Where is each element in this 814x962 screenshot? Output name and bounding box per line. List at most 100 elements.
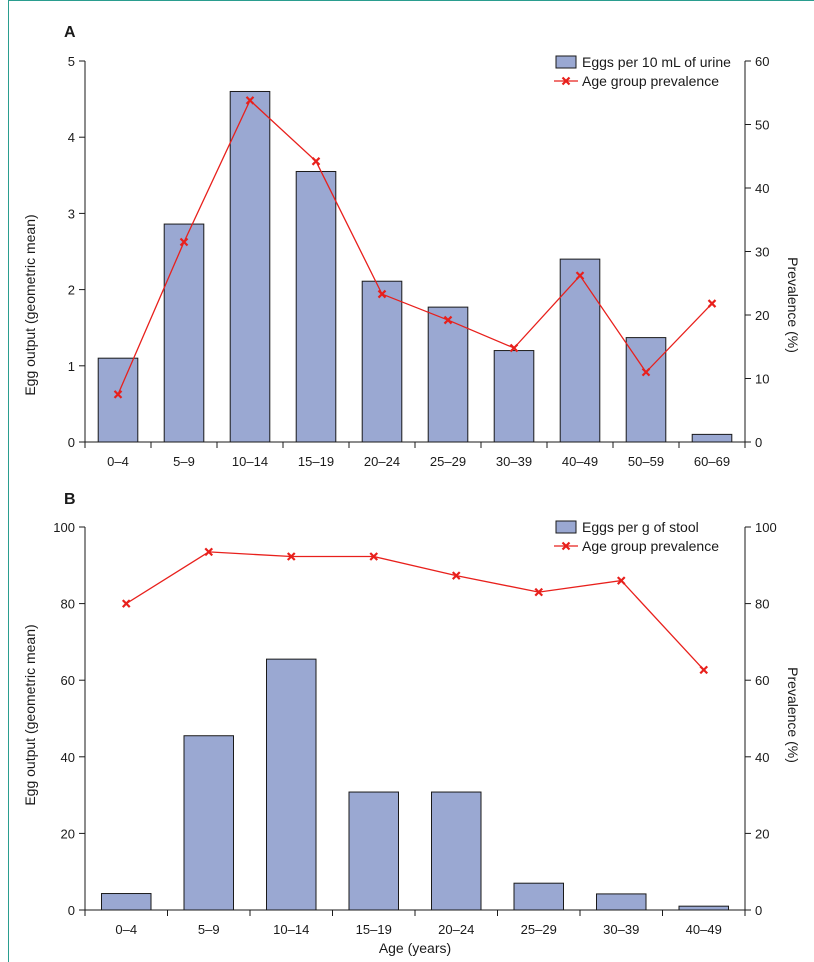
cross-stroke <box>204 547 214 557</box>
panel-b-y2-tick-label: 20 <box>755 826 769 841</box>
panel-b-label: B <box>64 491 76 508</box>
panel-a-legend-bar-label: Eggs per 10 mL of urine <box>582 54 731 70</box>
panel-b-x-tick-label: 25–29 <box>521 922 557 937</box>
panel-a-prevalence-point <box>311 157 321 166</box>
panel-a-y-tick-label: 3 <box>68 206 75 221</box>
panel-a-y-tick-label: 4 <box>68 130 75 145</box>
panel-b-legend-bar-label: Eggs per g of stool <box>582 519 699 535</box>
panel-a-y-tick-label: 5 <box>68 54 75 69</box>
cross-stroke <box>509 343 519 353</box>
panel-a-y2-tick-label: 0 <box>755 435 762 450</box>
panel-b-bar <box>431 791 482 911</box>
panel-b-x-tick-label: 40–49 <box>686 922 722 937</box>
panel-a-y-axis-title: Egg output (geometric mean) <box>22 214 38 395</box>
panel-a-y-tick-label: 2 <box>68 283 75 298</box>
panel-b-x-tick-label: 10–14 <box>273 922 309 937</box>
cross-stroke <box>451 571 461 580</box>
panel-b-y-tick-label: 0 <box>68 903 75 918</box>
panel-b-bar <box>678 905 729 911</box>
cross-stroke <box>245 96 255 105</box>
panel-a-bar <box>559 258 601 443</box>
panel-b-x-tick-label: 0–4 <box>115 922 137 937</box>
panel-a-bar <box>361 280 403 443</box>
panel-b-y-tick-label: 40 <box>61 750 75 765</box>
panel-a-bar <box>691 433 733 443</box>
figure-border-left <box>8 0 9 962</box>
panel-a-x-tick-label: 15–19 <box>298 454 334 469</box>
panel-b-x-tick-label: 20–24 <box>438 922 474 937</box>
panel-b-bar <box>596 893 647 911</box>
panel-a-prevalence-line <box>117 99 713 395</box>
panel-b-y-axis-title: Egg output (geometric mean) <box>22 624 38 805</box>
panel-a-legend-line-marker <box>561 76 571 86</box>
panel-b-y-tick-label: 60 <box>61 673 75 688</box>
panel-b-y2-tick-label: 0 <box>755 903 762 918</box>
panel-a-bar <box>427 306 469 443</box>
panel-a-prevalence-point <box>179 237 189 247</box>
panel-b-prevalence-point <box>616 576 626 585</box>
cross-stroke <box>561 541 571 551</box>
panel-a-prevalence-point <box>707 299 717 308</box>
panel-b-y-tick-label: 20 <box>61 826 75 841</box>
panel-a-y2-tick-label: 60 <box>755 54 769 69</box>
cross-stroke <box>699 665 709 675</box>
panel-a-x-tick-label: 60–69 <box>694 454 730 469</box>
panel-b-legend-line-marker <box>561 541 571 551</box>
panel-a-x-tick-label: 25–29 <box>430 454 466 469</box>
panel-b-y2-tick-label: 60 <box>755 673 769 688</box>
panel-b-bar <box>266 658 317 911</box>
cross-stroke <box>377 289 387 299</box>
panel-a-x-tick-label: 30–39 <box>496 454 532 469</box>
panel-b-bar <box>101 893 152 911</box>
panel-a-y2-tick-label: 20 <box>755 308 769 323</box>
panel-b-y2-axis-title: Prevalence (%) <box>785 667 801 763</box>
cross-stroke <box>113 390 123 399</box>
panel-b-prevalence-point <box>534 587 544 597</box>
cross-stroke <box>311 157 321 166</box>
panel-b-prevalence-line <box>125 551 705 671</box>
panel-a-prevalence-point <box>443 315 453 325</box>
panel-a-prevalence-point <box>245 96 255 105</box>
panel-a-y2-tick-label: 30 <box>755 245 769 260</box>
panel-a-legend-line-label: Age group prevalence <box>582 73 719 89</box>
cross-stroke <box>534 587 544 597</box>
panel-b-x-tick-label: 5–9 <box>198 922 220 937</box>
panel-b-y-tick-label: 80 <box>61 597 75 612</box>
figure-border-top <box>8 0 814 1</box>
panel-a-bar <box>493 350 535 443</box>
panel-b-y2-tick-label: 80 <box>755 597 769 612</box>
panel-a-x-tick-label: 40–49 <box>562 454 598 469</box>
panel-a-y-tick-label: 0 <box>68 435 75 450</box>
panel-b-prevalence-point <box>204 547 214 557</box>
panel-b-legend-line-label: Age group prevalence <box>582 538 719 554</box>
panel-b-bar <box>183 735 234 911</box>
panel-b-bar <box>513 882 564 911</box>
cross-stroke <box>443 315 453 325</box>
panel-b-legend-bar-swatch <box>555 520 577 534</box>
panel-a-x-tick-label: 10–14 <box>232 454 268 469</box>
cross-stroke <box>561 76 571 86</box>
panel-b-prevalence-point <box>369 552 379 561</box>
panel-a-prevalence-point <box>113 390 123 399</box>
panel-a-bar <box>295 170 337 443</box>
panel-a-prevalence-point <box>509 343 519 353</box>
panel-b-x-tick-label: 30–39 <box>603 922 639 937</box>
panel-b-prevalence-point <box>286 552 296 561</box>
panel-b-x-axis-title: Age (years) <box>379 940 451 956</box>
panel-b-x-tick-label: 15–19 <box>356 922 392 937</box>
cross-stroke <box>707 299 717 308</box>
panel-b-prevalence-point <box>121 599 131 608</box>
cross-stroke <box>286 552 296 561</box>
panel-a-x-tick-label: 5–9 <box>173 454 195 469</box>
panel-a-prevalence-point <box>377 289 387 299</box>
panel-a-prevalence-point <box>575 271 585 280</box>
panel-a-y2-tick-label: 10 <box>755 372 769 387</box>
panel-b-y-tick-label: 100 <box>53 520 75 535</box>
panel-a-prevalence-point <box>641 367 651 377</box>
panel-a-x-tick-label: 20–24 <box>364 454 400 469</box>
cross-stroke <box>575 271 585 280</box>
panel-a-y-tick-label: 1 <box>68 359 75 374</box>
cross-stroke <box>369 552 379 561</box>
panel-b-y2-tick-label: 40 <box>755 750 769 765</box>
cross-stroke <box>641 367 651 377</box>
